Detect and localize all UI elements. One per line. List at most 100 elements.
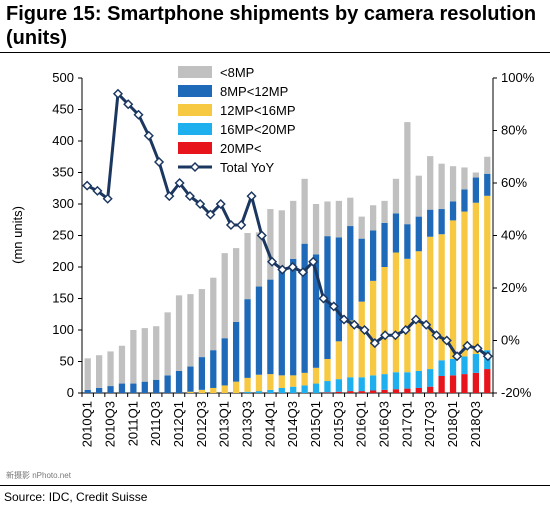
bar-segment	[347, 391, 354, 393]
bar-segment	[438, 234, 445, 361]
title-rule	[0, 52, 550, 53]
yoy-marker	[133, 109, 144, 120]
bar-segment	[232, 381, 240, 393]
yoy-marker	[410, 314, 421, 325]
yoy-marker	[277, 264, 288, 275]
y2-tick-label: 0%	[501, 333, 520, 348]
y-tick-label: 450	[52, 102, 74, 117]
bar-segment	[175, 370, 183, 393]
bar-segment	[141, 328, 148, 382]
yoy-marker	[431, 330, 442, 341]
y2-tick-label: 60%	[501, 175, 527, 190]
bar-segment	[95, 387, 103, 393]
yoy-marker	[164, 191, 175, 202]
bar-segment	[415, 387, 422, 393]
yoy-marker	[225, 219, 237, 231]
bar-segment	[438, 360, 445, 376]
legend-swatch	[178, 123, 212, 135]
yoy-marker	[451, 351, 463, 362]
y-axis-label: (mn units)	[10, 206, 25, 264]
bar-segment	[369, 375, 377, 391]
bar-segment	[484, 173, 491, 196]
chart-title: Figure 15: Smartphone shipments by camer…	[6, 3, 537, 49]
bar-segment	[118, 383, 126, 393]
x-tick-label: 2018Q3	[468, 401, 483, 447]
bar-segment	[415, 370, 422, 388]
bar-segment	[427, 156, 434, 210]
bar-segment	[438, 163, 445, 210]
bar-segment	[130, 383, 137, 393]
bar-segment	[107, 386, 114, 393]
watermark-text: 新摄影 nPhoto.net	[6, 471, 71, 480]
bar-segment	[164, 312, 171, 376]
bar-segment	[153, 379, 160, 393]
bar-segment	[301, 243, 308, 373]
x-tick-label: 2012Q3	[194, 401, 209, 447]
yoy-line	[86, 90, 489, 359]
bar-segment	[335, 237, 343, 342]
bar-segment	[244, 299, 251, 378]
x-tick-label: 2017Q3	[422, 401, 437, 447]
bar-segment	[449, 220, 457, 359]
yoy-marker	[369, 338, 380, 349]
bar-segment	[278, 387, 285, 393]
bar-segment	[461, 374, 468, 393]
yoy-marker	[102, 193, 113, 204]
bar-segment	[438, 209, 445, 235]
bar-segment	[369, 230, 377, 281]
bar-segment	[427, 209, 434, 237]
bar-segment	[449, 201, 457, 221]
bar-segment	[392, 389, 400, 393]
bar-segment	[427, 386, 434, 393]
yoy-marker	[287, 261, 298, 273]
bar-segment	[449, 166, 457, 202]
bar-segment	[427, 236, 434, 370]
yoy-marker	[82, 180, 93, 191]
bar-segment	[221, 385, 228, 393]
y-tick-label: 400	[52, 133, 74, 148]
bar-segment	[472, 372, 480, 393]
bar-segment	[461, 356, 468, 375]
bar-segment	[198, 357, 206, 390]
bar-segment	[392, 213, 400, 253]
bar-segment	[358, 391, 365, 393]
bar-segment	[301, 385, 308, 393]
legend-label: <8MP	[220, 65, 254, 80]
legend-box	[174, 60, 334, 178]
yoy-marker	[359, 324, 370, 336]
bar-segment	[187, 366, 194, 392]
bar-segment	[404, 372, 411, 389]
bar-segment	[232, 321, 240, 382]
bar-segment	[381, 374, 388, 390]
bar-segment	[312, 254, 320, 368]
bar-segment	[84, 358, 91, 390]
legend-label: 12MP<16MP	[220, 103, 296, 118]
bar-segment	[130, 330, 137, 384]
y-tick-label: 500	[52, 70, 74, 85]
yoy-marker	[482, 351, 493, 362]
x-tick-label: 2013Q3	[240, 401, 255, 447]
legend-swatch	[178, 66, 212, 78]
x-tick-label: 2011Q3	[148, 401, 163, 446]
yoy-marker	[267, 256, 278, 267]
bar-segment	[358, 238, 365, 302]
bar-segment	[255, 286, 263, 375]
bar-segment	[107, 351, 114, 387]
bar-segment	[369, 390, 377, 393]
bar-segment	[415, 216, 422, 252]
bar-segment	[232, 248, 240, 322]
bar-segment	[278, 375, 285, 388]
bar-segment	[484, 156, 491, 174]
bar-segment	[415, 251, 422, 371]
bar-segment	[175, 295, 183, 371]
bar-segment	[187, 294, 194, 367]
bar-segment	[210, 387, 217, 393]
bar-segment	[472, 353, 480, 373]
bar-segment	[324, 392, 331, 393]
y2-tick-label: 40%	[501, 228, 527, 243]
bar-segment	[449, 375, 457, 393]
x-tick-label: 2010Q1	[80, 401, 95, 447]
y-tick-label: 350	[52, 165, 74, 180]
bar-segment	[324, 358, 331, 382]
